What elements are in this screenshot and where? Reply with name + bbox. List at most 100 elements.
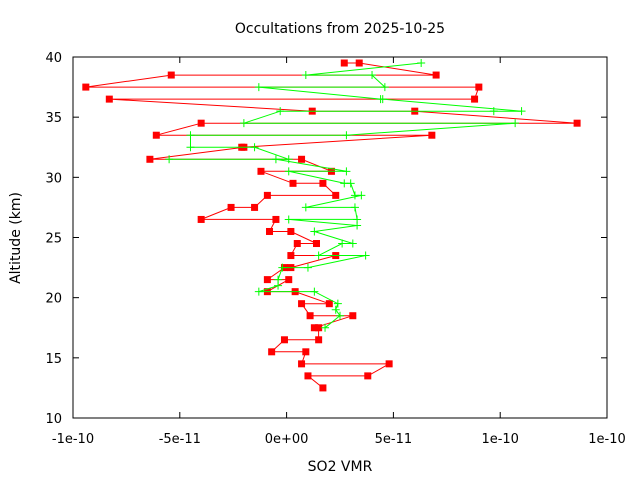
x-tick-label: 5e-11 — [375, 432, 413, 447]
data-point-plus — [310, 287, 319, 296]
data-point-plus — [380, 83, 389, 92]
data-point-square — [293, 240, 301, 248]
data-point-square — [310, 324, 318, 332]
data-point-plus — [353, 221, 362, 230]
data-point-plus — [333, 299, 342, 308]
data-point-square — [298, 300, 306, 308]
data-point-square — [280, 336, 288, 344]
data-point-square — [263, 276, 271, 284]
data-point-plus — [346, 179, 355, 188]
data-point-plus — [310, 227, 319, 236]
data-point-square — [105, 95, 113, 103]
data-point-square — [197, 215, 205, 223]
data-point-plus — [342, 131, 351, 140]
series-layer — [82, 59, 581, 392]
data-point-plus — [517, 107, 526, 116]
data-point-plus — [278, 263, 287, 272]
axis-ticks: -1e-10 -5e-11 0e+00 5e-11 1e-10 1e-10 10 15 20 25… — [45, 51, 625, 447]
series-2 — [165, 59, 526, 332]
data-point-plus — [338, 239, 347, 248]
data-point-square — [302, 348, 310, 356]
data-point-plus — [368, 71, 377, 80]
data-point-square — [364, 372, 372, 380]
data-point-square — [332, 191, 340, 199]
chart-title: Occultations from 2025-10-25 — [235, 21, 445, 37]
y-tick-label: 20 — [45, 292, 62, 307]
data-point-square — [319, 179, 327, 187]
y-tick-label: 15 — [45, 352, 62, 367]
data-point-plus — [348, 239, 357, 248]
data-point-plus — [342, 167, 351, 176]
data-point-plus — [336, 311, 344, 320]
data-point-square — [266, 227, 274, 235]
data-point-square — [272, 215, 280, 223]
y-tick-label: 25 — [45, 232, 62, 247]
data-point-plus — [239, 119, 248, 128]
data-point-square — [197, 119, 205, 127]
data-point-plus — [186, 143, 195, 152]
series-line — [85, 62, 578, 389]
y-tick-label: 35 — [45, 111, 62, 126]
data-point-square — [349, 312, 357, 320]
data-point-square — [428, 131, 436, 139]
data-point-square — [287, 227, 295, 235]
x-axis-label: SO2 VMR — [308, 459, 373, 475]
data-point-square — [471, 95, 479, 103]
data-point-plus — [378, 95, 387, 104]
data-point-plus — [284, 215, 293, 224]
data-point-square — [251, 203, 259, 211]
data-point-square — [385, 360, 393, 368]
data-point-plus — [271, 155, 280, 164]
data-point-square — [298, 155, 306, 163]
data-point-square — [340, 59, 348, 67]
data-point-plus — [357, 191, 366, 200]
data-point-square — [268, 348, 276, 356]
data-point-plus — [511, 119, 520, 128]
data-point-plus — [284, 167, 293, 176]
data-point-plus — [303, 263, 312, 272]
data-point-square — [257, 167, 265, 175]
data-point-square — [475, 83, 483, 91]
data-point-plus — [274, 281, 283, 290]
data-point-square — [355, 59, 363, 67]
data-point-square — [298, 360, 306, 368]
data-point-square — [432, 71, 440, 79]
data-point-plus — [489, 107, 498, 116]
x-tick-label: 1e-10 — [481, 432, 519, 447]
data-point-square — [319, 384, 327, 392]
data-point-plus — [254, 287, 263, 296]
data-point-plus — [276, 107, 285, 116]
data-point-plus — [350, 203, 359, 212]
data-point-square — [304, 372, 312, 380]
data-point-square — [227, 203, 235, 211]
data-point-plus — [250, 143, 259, 152]
data-point-plus — [284, 155, 293, 164]
data-point-square — [313, 240, 321, 248]
data-point-square — [325, 300, 333, 308]
y-tick-label: 40 — [45, 51, 62, 66]
data-point-plus — [301, 203, 310, 212]
data-point-square — [82, 83, 90, 91]
data-point-plus — [417, 59, 426, 68]
data-point-plus — [331, 305, 340, 314]
y-tick-label: 30 — [45, 171, 62, 186]
series-1 — [82, 59, 581, 392]
data-point-square — [263, 191, 271, 199]
y-tick-label: 10 — [45, 412, 62, 427]
plot-frame — [72, 56, 608, 419]
x-tick-label: 0e+00 — [265, 432, 309, 447]
data-point-plus — [361, 251, 370, 260]
data-point-square — [287, 252, 295, 260]
data-point-square — [315, 336, 323, 344]
y-axis-label: Altitude (km) — [8, 192, 24, 284]
data-point-square — [167, 71, 175, 79]
data-point-square — [152, 131, 160, 139]
data-point-square — [146, 155, 154, 163]
data-point-plus — [254, 83, 263, 92]
x-tick-label: -5e-11 — [159, 432, 201, 447]
x-tick-label: -1e-10 — [52, 432, 94, 447]
data-point-square — [306, 312, 314, 320]
series-line — [169, 62, 522, 329]
data-point-plus — [321, 323, 330, 332]
